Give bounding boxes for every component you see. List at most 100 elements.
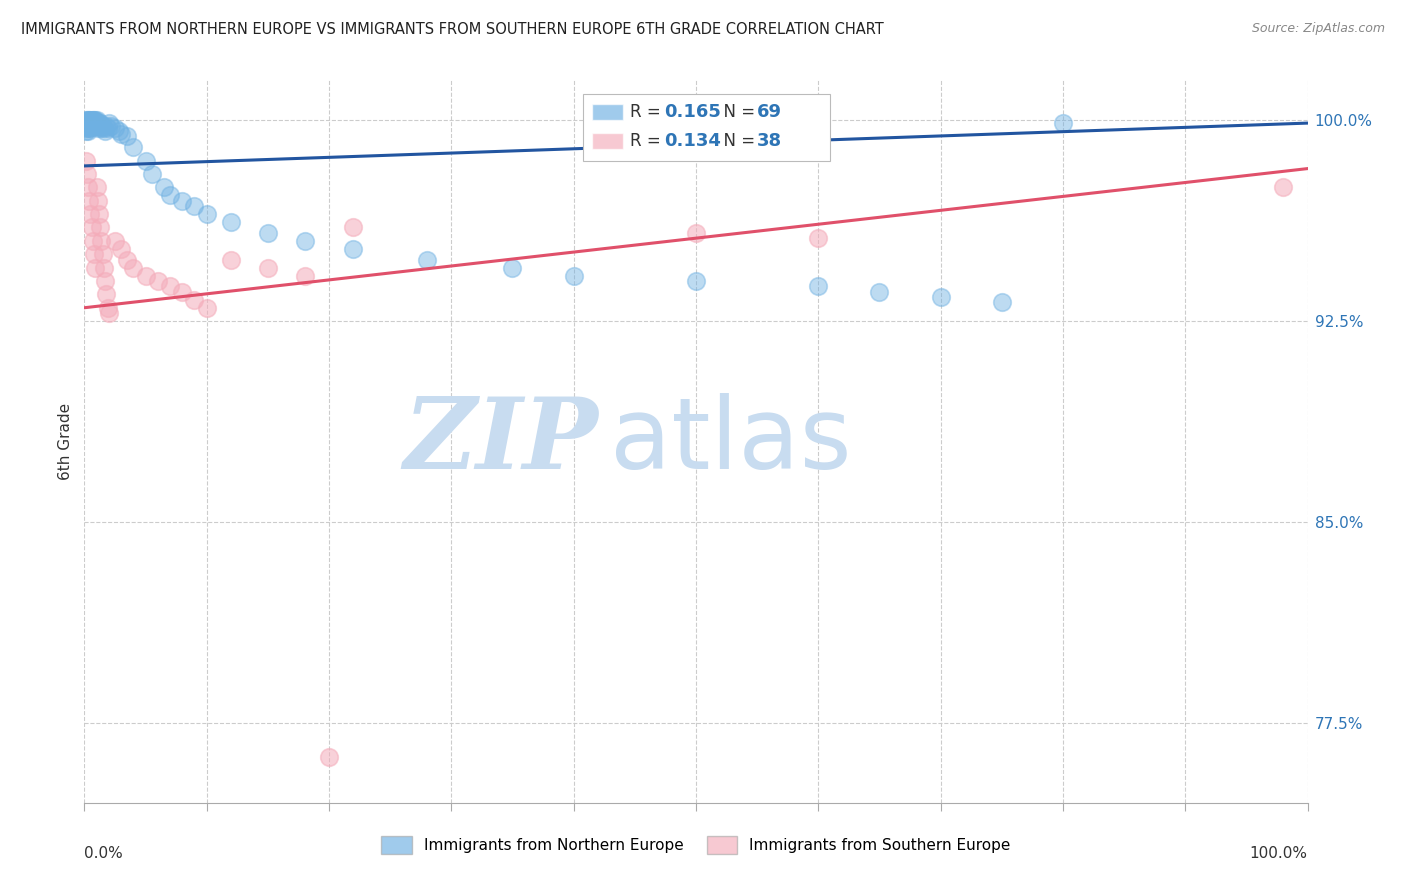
Point — [122, 260, 145, 275]
Point — [318, 750, 340, 764]
Point — [90, 121, 112, 136]
Text: 0.0%: 0.0% — [84, 847, 124, 861]
Point — [75, 124, 97, 138]
Point — [83, 113, 105, 128]
Point — [97, 306, 120, 320]
Point — [416, 252, 439, 267]
Point — [183, 293, 205, 307]
Point — [115, 129, 138, 144]
Point — [80, 220, 103, 235]
Point — [807, 231, 830, 245]
Point — [76, 121, 98, 136]
Point — [77, 116, 100, 130]
Point — [91, 247, 114, 261]
Point — [80, 113, 103, 128]
Point — [87, 116, 110, 130]
Point — [77, 180, 100, 194]
Point — [195, 207, 218, 221]
Point — [685, 274, 707, 288]
Point — [257, 260, 280, 275]
Text: N =: N = — [713, 132, 761, 150]
Point — [110, 127, 132, 141]
Text: Source: ZipAtlas.com: Source: ZipAtlas.com — [1251, 22, 1385, 36]
Point — [84, 113, 107, 128]
Point — [135, 268, 157, 283]
Point — [77, 113, 100, 128]
Point — [97, 301, 120, 315]
Point — [172, 285, 194, 299]
Point — [97, 121, 120, 136]
Point — [94, 274, 117, 288]
Point — [91, 119, 114, 133]
Point — [83, 116, 105, 130]
Point — [172, 194, 194, 208]
Point — [104, 234, 127, 248]
Text: 38: 38 — [756, 132, 782, 150]
Point — [807, 279, 830, 293]
Point — [90, 234, 112, 248]
Point — [82, 113, 104, 128]
Point — [87, 116, 110, 130]
Legend: Immigrants from Northern Europe, Immigrants from Southern Europe: Immigrants from Northern Europe, Immigra… — [375, 830, 1017, 860]
Point — [219, 215, 242, 229]
Point — [86, 180, 108, 194]
Point — [96, 287, 118, 301]
Point — [122, 140, 145, 154]
Point — [93, 260, 115, 275]
Text: 0.165: 0.165 — [664, 103, 720, 121]
Point — [76, 167, 98, 181]
Point — [159, 279, 181, 293]
Point — [110, 242, 132, 256]
Point — [89, 220, 111, 235]
Point — [153, 180, 176, 194]
Point — [96, 119, 118, 133]
Point — [89, 119, 111, 133]
Point — [1052, 116, 1074, 130]
Point — [87, 119, 110, 133]
Point — [685, 226, 707, 240]
Point — [82, 234, 104, 248]
Point — [257, 226, 280, 240]
Text: R =: R = — [630, 132, 666, 150]
Point — [77, 116, 100, 130]
Point — [77, 194, 100, 208]
Point — [75, 153, 97, 168]
Point — [87, 121, 110, 136]
Point — [87, 194, 110, 208]
Point — [86, 119, 108, 133]
Point — [83, 119, 105, 133]
Text: ZIP: ZIP — [404, 393, 598, 490]
Point — [135, 153, 157, 168]
Point — [159, 188, 181, 202]
Point — [79, 116, 101, 130]
Point — [869, 285, 891, 299]
Point — [80, 116, 103, 130]
Point — [929, 290, 952, 304]
Point — [991, 295, 1014, 310]
Point — [100, 119, 122, 133]
Point — [75, 113, 97, 128]
Point — [82, 119, 104, 133]
Point — [79, 207, 101, 221]
Point — [77, 119, 100, 133]
Point — [75, 119, 97, 133]
Point — [107, 124, 129, 138]
Point — [115, 252, 138, 267]
Point — [86, 113, 108, 128]
Point — [97, 116, 120, 130]
Point — [77, 124, 100, 138]
Point — [94, 124, 117, 138]
Point — [77, 113, 100, 128]
Point — [79, 121, 101, 136]
Y-axis label: 6th Grade: 6th Grade — [58, 403, 73, 480]
Point — [87, 207, 110, 221]
Point — [141, 167, 163, 181]
Point — [76, 116, 98, 130]
Point — [77, 121, 100, 136]
Point — [294, 234, 316, 248]
Text: 69: 69 — [756, 103, 782, 121]
Text: 100.0%: 100.0% — [1250, 847, 1308, 861]
Point — [79, 113, 101, 128]
Point — [562, 268, 585, 283]
Point — [84, 260, 107, 275]
